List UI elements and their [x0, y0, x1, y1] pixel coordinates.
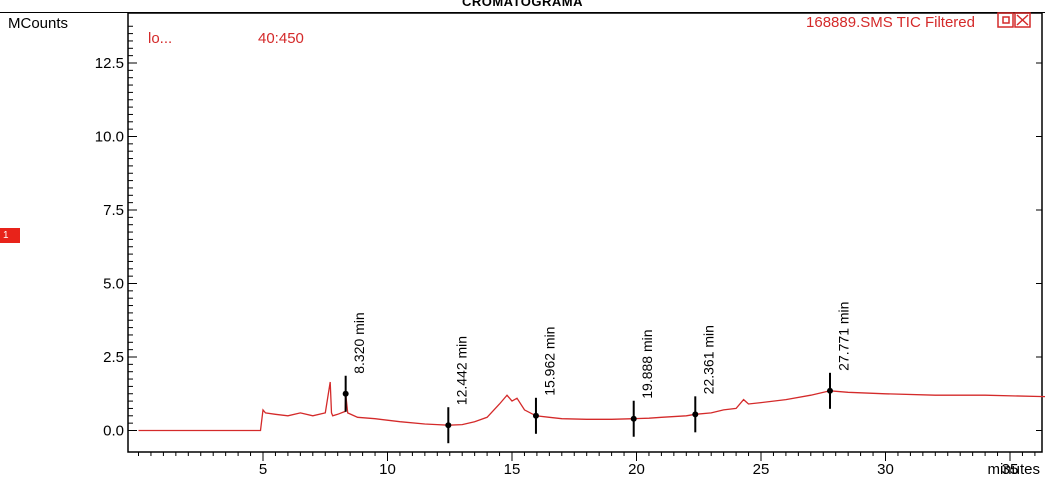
peak-label: 15.962 min	[541, 327, 557, 396]
y-tick-label: 10.0	[95, 129, 124, 146]
scan-label: lo...	[148, 30, 172, 47]
restore-icon[interactable]	[997, 12, 1014, 28]
file-label: 168889.SMS TIC Filtered	[806, 14, 975, 31]
restore-icon-inner	[1002, 16, 1010, 24]
peak-marker-dot	[342, 390, 349, 397]
plot-frame	[127, 12, 1043, 453]
window-controls[interactable]	[997, 12, 1031, 28]
x-axis-unit-label: minutes	[987, 461, 1040, 478]
peak-marker-dot	[630, 415, 637, 422]
y-tick-label: 0.0	[103, 423, 124, 440]
x-tick-label: 20	[628, 461, 645, 478]
x-tick-label: 10	[379, 461, 396, 478]
mass-range-label: 40:450	[258, 30, 304, 47]
tic-trace-line	[138, 381, 1045, 432]
peak-marker-dot	[826, 387, 833, 394]
y-tick-label: 2.5	[103, 349, 124, 366]
x-tick-label: 25	[753, 461, 770, 478]
y-tick-label: 7.5	[103, 202, 124, 219]
peak-marker-dot	[532, 412, 539, 419]
close-icon-stroke-b	[1016, 14, 1029, 26]
peak-marker-dot	[692, 411, 699, 418]
x-tick-label: 15	[504, 461, 521, 478]
x-tick-label: 30	[877, 461, 894, 478]
x-tick-label: 5	[259, 461, 267, 478]
peak-label: 19.888 min	[639, 329, 655, 398]
y-tick-label: 5.0	[103, 276, 124, 293]
peak-label: 22.361 min	[701, 325, 717, 394]
y-tick-label: 12.5	[95, 55, 124, 72]
chart-title: CROMATOGRAMA	[461, 0, 584, 9]
peak-label: 27.771 min	[835, 302, 851, 371]
y-axis-unit-label: MCounts	[8, 15, 68, 32]
peak-marker-dot	[445, 422, 452, 429]
close-icon[interactable]	[1014, 12, 1031, 28]
x-tick-label: 35	[1002, 461, 1019, 478]
peak-label: 12.442 min	[454, 336, 470, 405]
marker-badge[interactable]: 1	[0, 228, 20, 243]
peak-label: 8.320 min	[351, 312, 367, 373]
